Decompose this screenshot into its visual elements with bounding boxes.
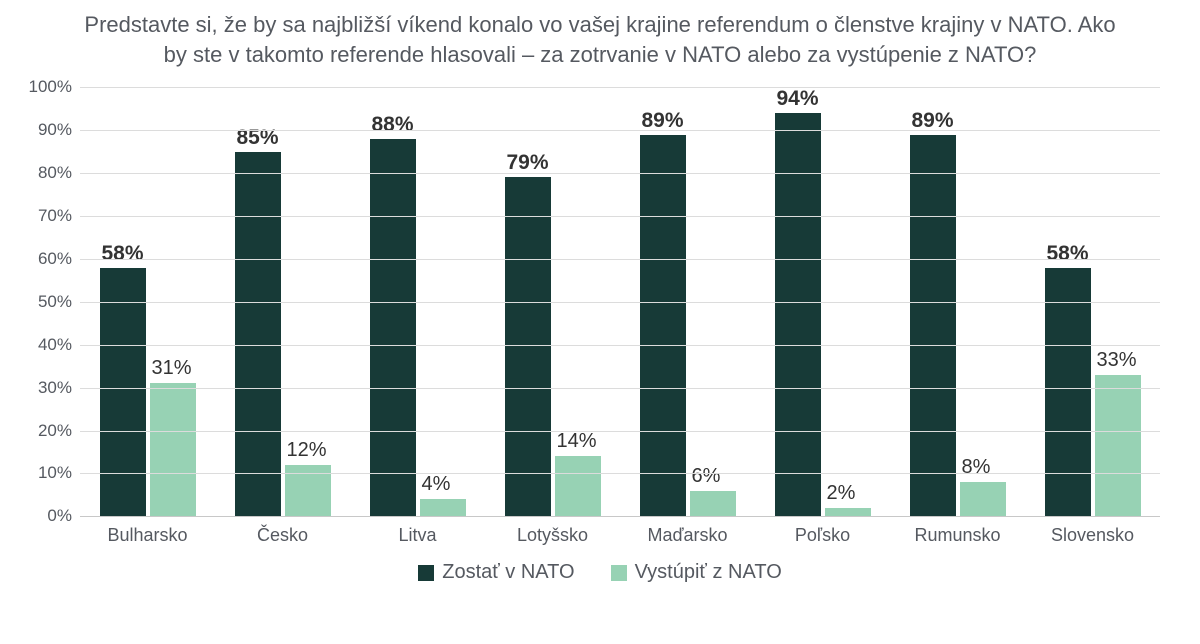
bar: 4% bbox=[420, 499, 466, 516]
gridline bbox=[80, 173, 1160, 174]
y-axis-label: 20% bbox=[22, 421, 72, 441]
gridline bbox=[80, 302, 1160, 303]
legend-swatch bbox=[611, 565, 627, 581]
y-axis-label: 10% bbox=[22, 463, 72, 483]
legend-swatch bbox=[418, 565, 434, 581]
x-axis-label: Slovensko bbox=[1025, 519, 1160, 547]
x-axis-labels: BulharskoČeskoLitvaLotyšskoMaďarskoPoľsk… bbox=[80, 519, 1160, 547]
bar: 33% bbox=[1095, 375, 1141, 517]
bar-value-label: 89% bbox=[910, 109, 956, 133]
bar: 89% bbox=[910, 135, 956, 517]
x-axis-label: Bulharsko bbox=[80, 519, 215, 547]
bar-value-label: 31% bbox=[152, 357, 198, 380]
bar: 88% bbox=[370, 139, 416, 517]
gridline bbox=[80, 388, 1160, 389]
bar-value-label: 6% bbox=[692, 465, 738, 488]
bar: 14% bbox=[555, 456, 601, 516]
legend-label: Zostať v NATO bbox=[442, 561, 574, 584]
bar: 85% bbox=[235, 152, 281, 517]
gridline bbox=[80, 345, 1160, 346]
x-axis-label: Maďarsko bbox=[620, 519, 755, 547]
bar-value-label: 58% bbox=[100, 242, 146, 266]
legend-item-leave: Vystúpiť z NATO bbox=[611, 561, 782, 584]
y-axis-label: 40% bbox=[22, 335, 72, 355]
x-axis-label: Rumunsko bbox=[890, 519, 1025, 547]
gridline bbox=[80, 473, 1160, 474]
y-axis-label: 90% bbox=[22, 120, 72, 140]
y-axis-label: 100% bbox=[22, 77, 72, 97]
y-axis-label: 70% bbox=[22, 206, 72, 226]
gridline bbox=[80, 87, 1160, 88]
chart-title: Predstavte si, že by sa najbližší víkend… bbox=[20, 10, 1180, 69]
chart-area: 58%31%85%12%88%4%79%14%89%6%94%2%89%8%58… bbox=[80, 87, 1160, 547]
x-axis-label: Lotyšsko bbox=[485, 519, 620, 547]
bar: 89% bbox=[640, 135, 686, 517]
bar: 58% bbox=[1045, 268, 1091, 517]
gridline bbox=[80, 431, 1160, 432]
legend-label: Vystúpiť z NATO bbox=[635, 561, 782, 584]
bar: 31% bbox=[150, 383, 196, 516]
y-axis-label: 60% bbox=[22, 249, 72, 269]
x-axis-label: Poľsko bbox=[755, 519, 890, 547]
bar-value-label: 94% bbox=[775, 87, 821, 111]
bar-value-label: 12% bbox=[287, 439, 333, 462]
plot-region: 58%31%85%12%88%4%79%14%89%6%94%2%89%8%58… bbox=[80, 87, 1160, 517]
bar-value-label: 4% bbox=[422, 473, 468, 496]
bar: 8% bbox=[960, 482, 1006, 516]
y-axis-label: 50% bbox=[22, 292, 72, 312]
bar-value-label: 58% bbox=[1045, 242, 1091, 266]
x-axis-label: Litva bbox=[350, 519, 485, 547]
bar-value-label: 14% bbox=[557, 430, 603, 453]
y-axis-label: 80% bbox=[22, 163, 72, 183]
gridline bbox=[80, 216, 1160, 217]
bar-value-label: 89% bbox=[640, 109, 686, 133]
legend-item-stay: Zostať v NATO bbox=[418, 561, 574, 584]
bar-value-label: 88% bbox=[370, 113, 416, 137]
bar: 2% bbox=[825, 508, 871, 517]
bar: 79% bbox=[505, 177, 551, 516]
y-axis-label: 30% bbox=[22, 378, 72, 398]
x-axis-label: Česko bbox=[215, 519, 350, 547]
legend: Zostať v NATO Vystúpiť z NATO bbox=[20, 561, 1180, 584]
bar: 58% bbox=[100, 268, 146, 517]
y-axis-label: 0% bbox=[22, 506, 72, 526]
gridline bbox=[80, 259, 1160, 260]
bar-value-label: 2% bbox=[827, 482, 873, 505]
bar: 6% bbox=[690, 491, 736, 517]
bar-value-label: 79% bbox=[505, 151, 551, 175]
bar-value-label: 33% bbox=[1097, 349, 1143, 372]
bar-value-label: 8% bbox=[962, 456, 1008, 479]
gridline bbox=[80, 130, 1160, 131]
